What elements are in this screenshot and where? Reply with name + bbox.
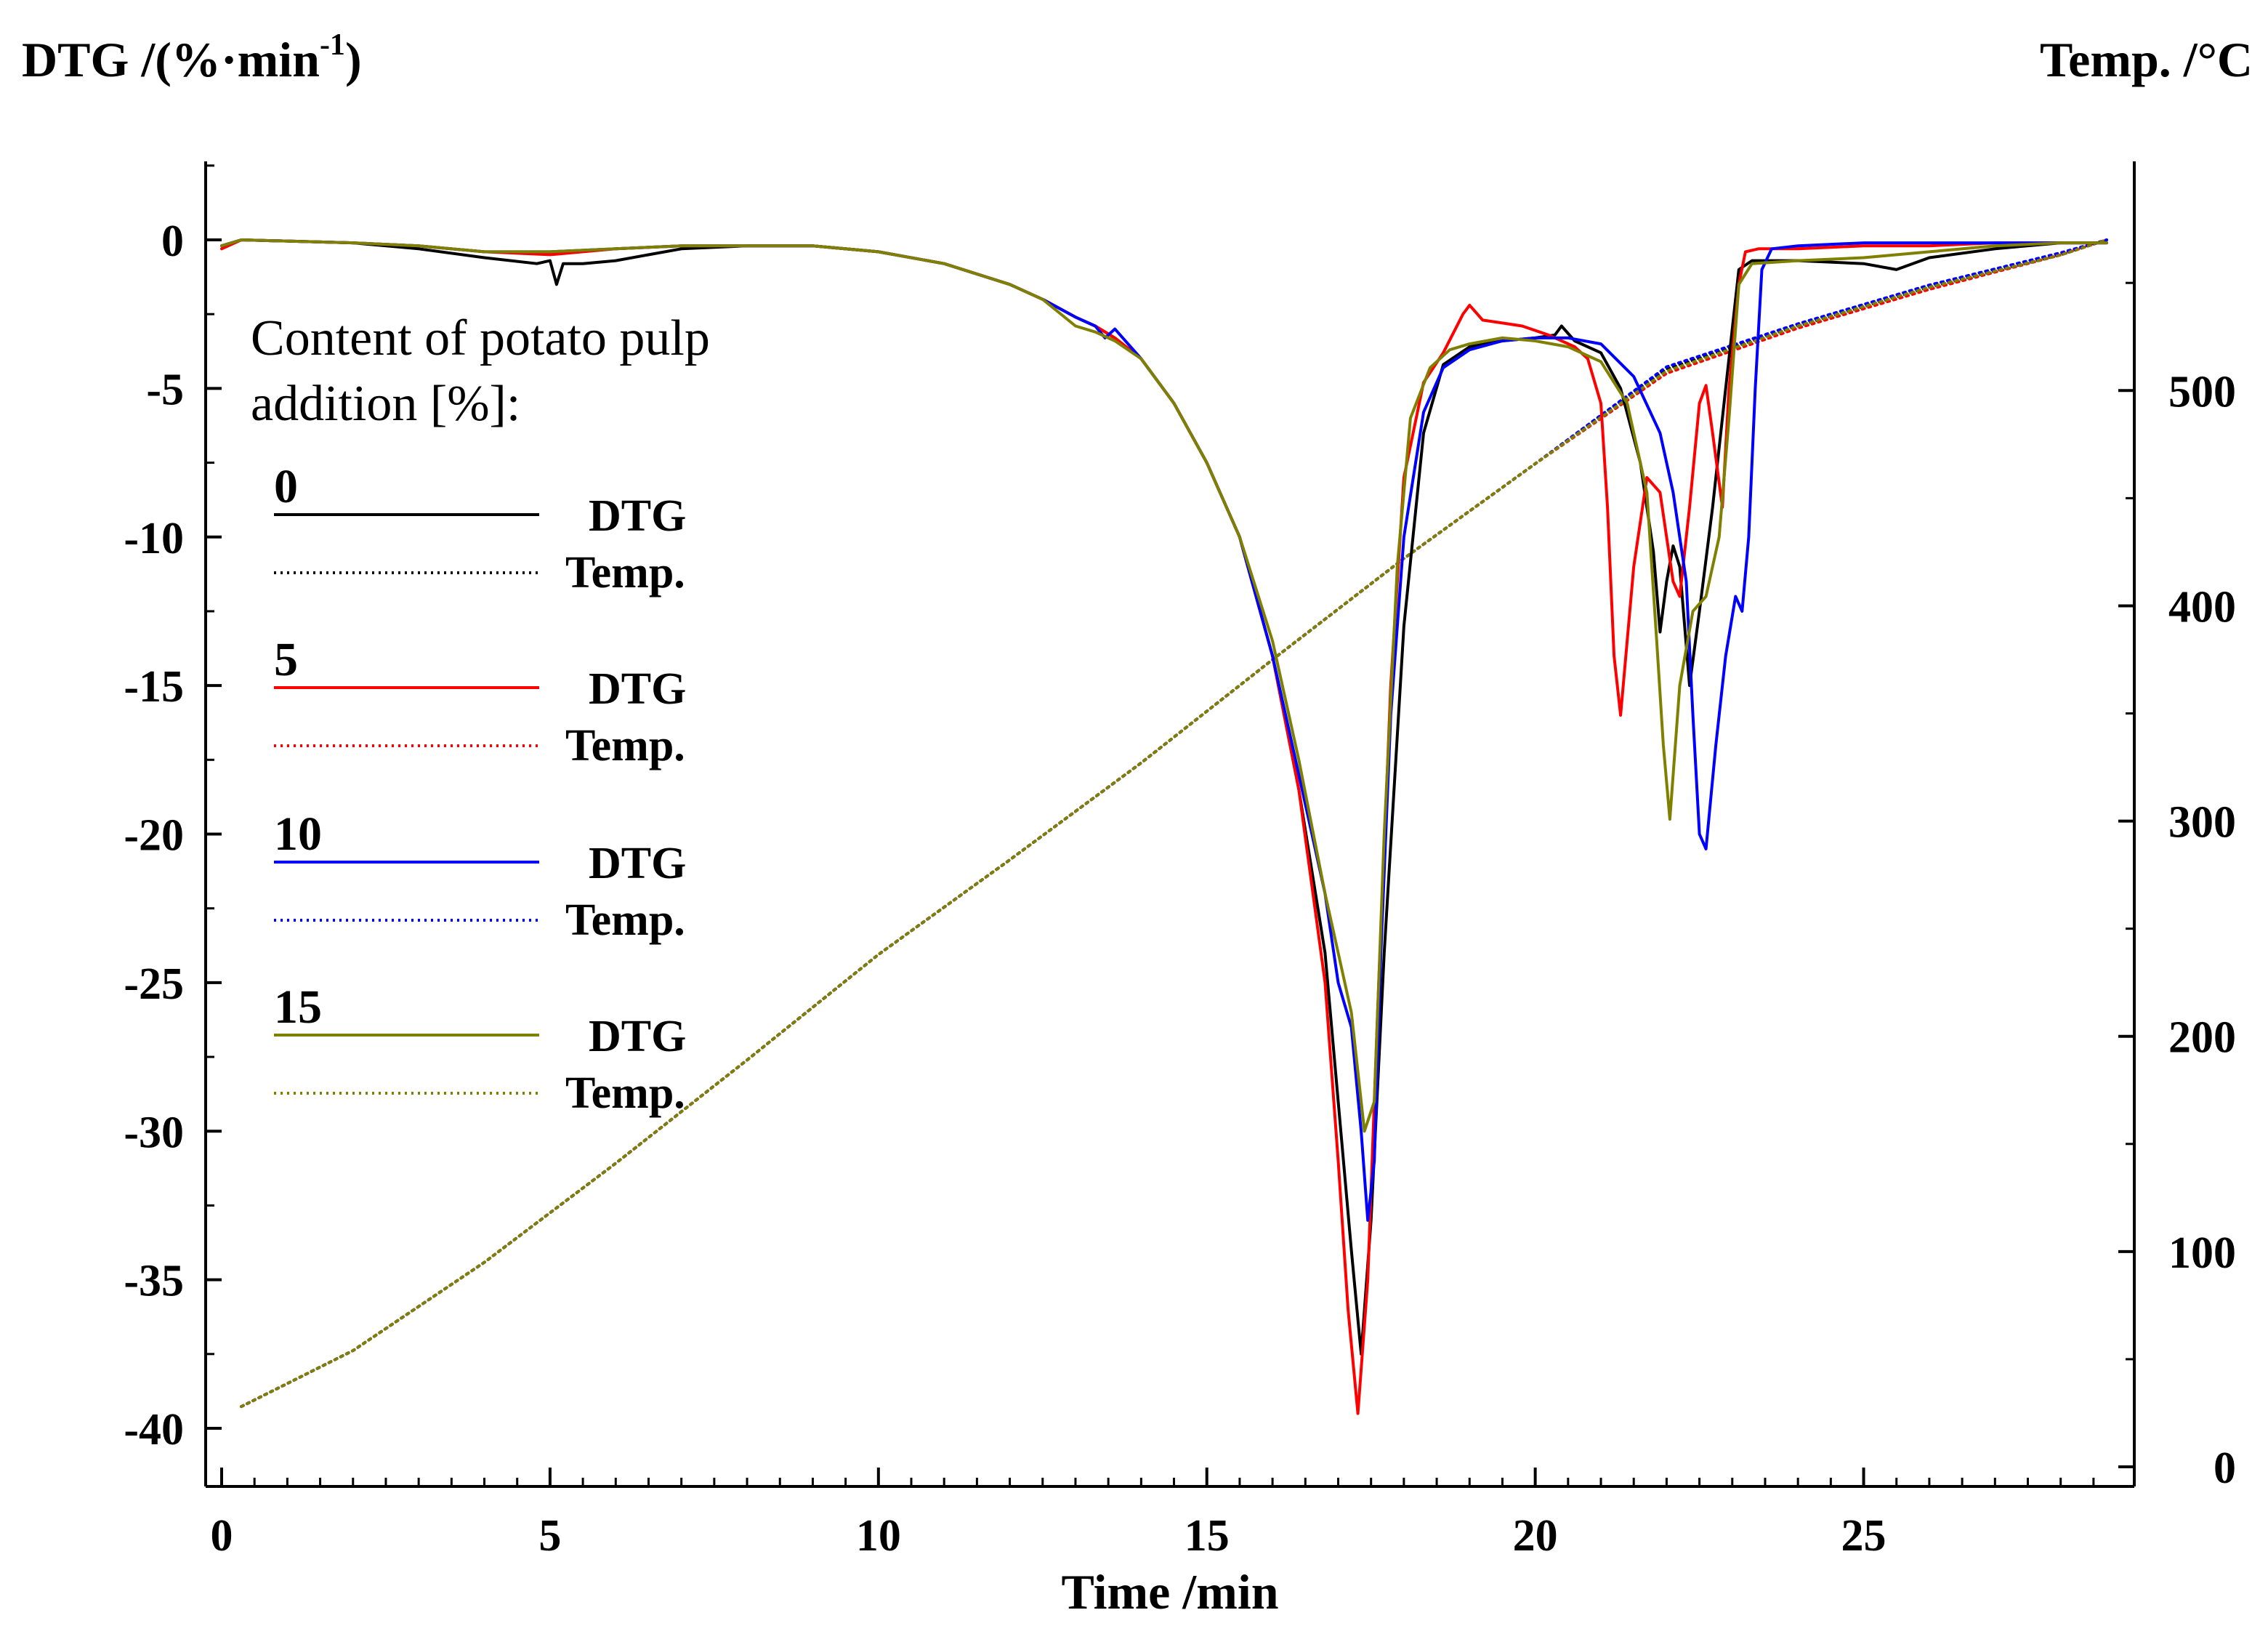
y-tick-label: 0: [161, 217, 184, 266]
legend-temp-label: Temp.: [565, 548, 685, 597]
legend-temp-label: Temp.: [565, 721, 685, 770]
temp-line-5: [240, 238, 2108, 1409]
temp-line-10: [240, 238, 2108, 1409]
x-tick-label: 15: [1185, 1511, 1230, 1561]
x-axis-title: Time /min: [1061, 1564, 1278, 1619]
legend-group-value: 10: [274, 808, 322, 861]
temp-line-0: [240, 238, 2108, 1409]
y-tick-label: -15: [124, 662, 184, 712]
legend-temp-label: Temp.: [565, 1068, 685, 1118]
dtg-line-15: [220, 238, 2108, 1133]
y-tick-label: -40: [124, 1405, 184, 1454]
y-tick-label: -35: [124, 1257, 184, 1306]
y2-axis-title: Temp. /°C: [2040, 32, 2253, 87]
y2-tick-label: 300: [2168, 798, 2236, 848]
legend-title-line-2: addition [%]:: [251, 376, 520, 432]
y-axis-title: DTG /(%·min-1): [22, 28, 362, 87]
ticks: 0 5 10 15 20 250-5-10-15-20-25-30-35-40010020…: [124, 164, 2236, 1561]
legend-dtg-label: DTG: [589, 1012, 686, 1061]
y-tick-label: -25: [124, 959, 184, 1009]
legend-group-value: 15: [274, 981, 322, 1034]
legend-temp-label: Temp.: [565, 896, 685, 945]
y-tick-label: -5: [146, 365, 184, 414]
y2-tick-label: 100: [2168, 1228, 2236, 1278]
legend: Content of potato pulp addition [%]: 0 DT…: [251, 310, 710, 1118]
x-tick-label: 25: [1841, 1511, 1886, 1561]
x-tick-label: 10: [856, 1511, 901, 1561]
y2-tick-label: 400: [2168, 582, 2236, 632]
y2-tick-label: 0: [2213, 1444, 2236, 1493]
axes: [204, 161, 2136, 1488]
y2-tick-label: 500: [2168, 367, 2236, 416]
x-tick-label: 0: [211, 1511, 233, 1561]
legend-dtg-label: DTG: [589, 839, 686, 888]
legend-title-line-1: Content of potato pulp: [251, 310, 710, 366]
y-tick-label: -20: [124, 811, 184, 861]
legend-group-value: 0: [274, 460, 298, 513]
y-tick-label: -30: [124, 1108, 184, 1157]
y2-tick-label: 200: [2168, 1013, 2236, 1063]
legend-dtg-label: DTG: [589, 664, 686, 714]
legend-dtg-label: DTG: [589, 491, 686, 541]
x-tick-label: 5: [538, 1511, 561, 1561]
legend-group-value: 5: [274, 633, 298, 686]
x-tick-label: 20: [1513, 1511, 1558, 1561]
temp-line-15: [240, 238, 2108, 1409]
y-tick-label: -10: [124, 514, 184, 563]
series: [220, 238, 2108, 1415]
